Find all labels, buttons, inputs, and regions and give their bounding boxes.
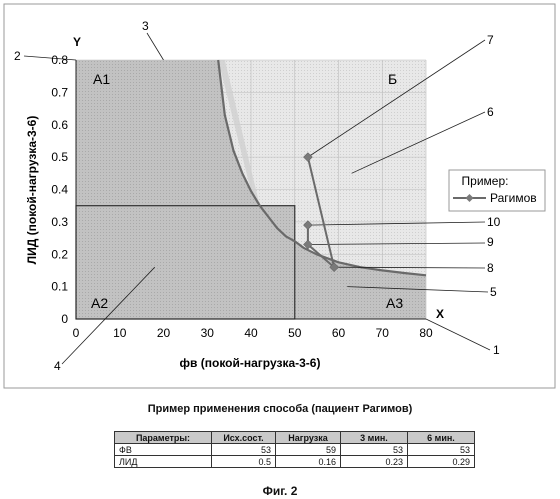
- region-label-a1: А1: [93, 71, 110, 87]
- callout-10: 10: [487, 215, 501, 229]
- table-cell: 59: [276, 444, 341, 456]
- table-cell: 0.23: [341, 456, 408, 468]
- x-tick-label: 30: [201, 326, 215, 340]
- callout-5: 5: [490, 285, 497, 299]
- table-cell: ФВ: [115, 444, 212, 456]
- table-cell: 53: [212, 444, 276, 456]
- x-tick-label: 50: [288, 326, 302, 340]
- region-label-a2: А2: [91, 295, 108, 311]
- table-header-cell: Параметры:: [115, 432, 212, 444]
- x-axis-letter: X: [436, 307, 444, 321]
- table-cell: 53: [341, 444, 408, 456]
- callout-6: 6: [487, 105, 494, 119]
- table-header-row: Параметры: Исх.сост. Нагрузка 3 мин. 6 м…: [115, 432, 475, 444]
- table-header-cell: 3 мин.: [341, 432, 408, 444]
- callout-1: 1: [493, 343, 500, 357]
- x-tick-label: 60: [332, 326, 346, 340]
- y-tick-label: 0.6: [51, 118, 68, 132]
- region-label-b: Б: [388, 71, 397, 87]
- x-tick-label: 80: [419, 326, 433, 340]
- x-tick-label: 20: [157, 326, 171, 340]
- callout-8: 8: [487, 261, 494, 275]
- example-caption: Пример применения способа (пациент Рагим…: [0, 403, 560, 415]
- y-tick-label: 0.3: [51, 215, 68, 229]
- x-tick-label: 0: [73, 326, 80, 340]
- callout-9: 9: [487, 235, 494, 249]
- data-table: Параметры: Исх.сост. Нагрузка 3 мин. 6 м…: [114, 431, 475, 468]
- callout-3: 3: [142, 19, 149, 33]
- y-tick-label: 0.2: [51, 247, 68, 261]
- y-axis-title: ЛИД (покой-нагрузка-3-6): [25, 116, 39, 265]
- table-header-cell: Исх.сост.: [212, 432, 276, 444]
- callout-7: 7: [487, 33, 494, 47]
- callout-4: 4: [54, 359, 61, 373]
- table-cell: 0.29: [408, 456, 475, 468]
- table-cell: 53: [408, 444, 475, 456]
- x-tick-label: 40: [244, 326, 258, 340]
- rectangle-a2: [76, 206, 295, 319]
- table-row: ФВ 53 59 53 53: [115, 444, 475, 456]
- table-cell: 0.5: [212, 456, 276, 468]
- y-tick-label: 0.5: [51, 150, 68, 164]
- y-tick-label: 0.8: [51, 53, 68, 67]
- y-tick-label: 0.4: [51, 183, 68, 197]
- callout-2: 2: [14, 49, 21, 63]
- table-cell: 0.16: [276, 456, 341, 468]
- x-axis-title: фв (покой-нагрузка-3-6): [180, 356, 321, 370]
- table-row: ЛИД 0.5 0.16 0.23 0.29: [115, 456, 475, 468]
- legend-title: Пример:: [462, 174, 509, 188]
- table-header-cell: 6 мин.: [408, 432, 475, 444]
- y-tick-label: 0.7: [51, 85, 68, 99]
- x-tick-label: 70: [376, 326, 390, 340]
- table-cell: ЛИД: [115, 456, 212, 468]
- y-axis-letter: Y: [73, 35, 81, 49]
- x-tick-label: 10: [113, 326, 127, 340]
- figure-label: Фиг. 2: [0, 484, 560, 498]
- legend-series-name: Рагимов: [490, 191, 537, 205]
- legend: Пример: Рагимов: [449, 170, 545, 211]
- region-label-a3: А3: [386, 295, 403, 311]
- y-tick-label: 0.1: [51, 280, 68, 294]
- table-header-cell: Нагрузка: [276, 432, 341, 444]
- y-tick-label: 0: [61, 312, 68, 326]
- rectangle-a2-group: [76, 206, 295, 319]
